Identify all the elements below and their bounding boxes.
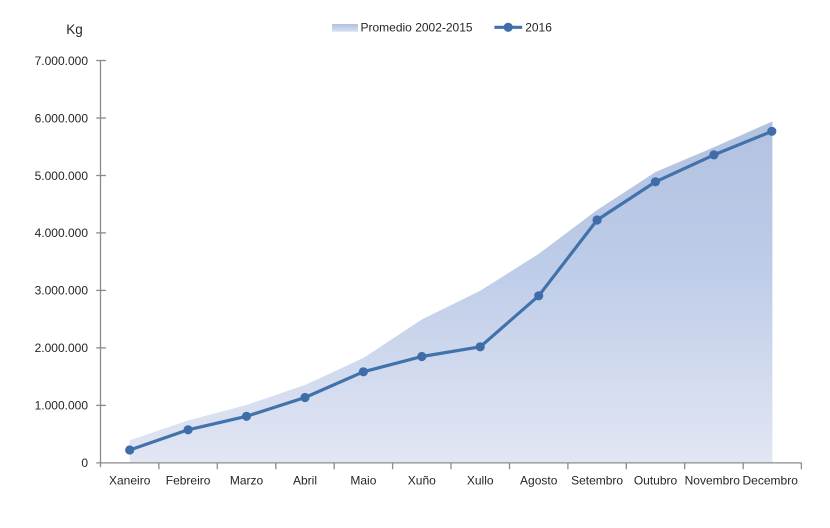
svg-text:Kg: Kg <box>66 22 83 37</box>
svg-text:4.000.000: 4.000.000 <box>35 226 89 240</box>
svg-text:3.000.000: 3.000.000 <box>35 284 89 298</box>
svg-text:Promedio 2002-2015: Promedio 2002-2015 <box>361 20 473 34</box>
svg-text:0: 0 <box>81 456 88 470</box>
svg-text:Outubro: Outubro <box>634 474 678 488</box>
svg-text:6.000.000: 6.000.000 <box>35 111 89 125</box>
svg-text:Xullo: Xullo <box>467 474 494 488</box>
svg-text:Novembro: Novembro <box>685 474 741 488</box>
svg-text:5.000.000: 5.000.000 <box>35 169 89 183</box>
svg-text:2.000.000: 2.000.000 <box>35 341 89 355</box>
svg-text:Xuño: Xuño <box>408 474 436 488</box>
svg-text:Marzo: Marzo <box>230 474 264 488</box>
svg-text:Abril: Abril <box>293 474 317 488</box>
svg-text:Decembro: Decembro <box>743 474 799 488</box>
svg-text:2016: 2016 <box>525 21 552 35</box>
svg-text:Xaneiro: Xaneiro <box>109 474 151 488</box>
svg-text:1.000.000: 1.000.000 <box>35 399 89 413</box>
svg-text:Setembro: Setembro <box>571 474 623 488</box>
svg-text:Agosto: Agosto <box>520 474 558 488</box>
svg-text:Maio: Maio <box>350 474 376 488</box>
svg-text:7.000.000: 7.000.000 <box>35 54 89 68</box>
svg-text:Febreiro: Febreiro <box>166 474 211 488</box>
